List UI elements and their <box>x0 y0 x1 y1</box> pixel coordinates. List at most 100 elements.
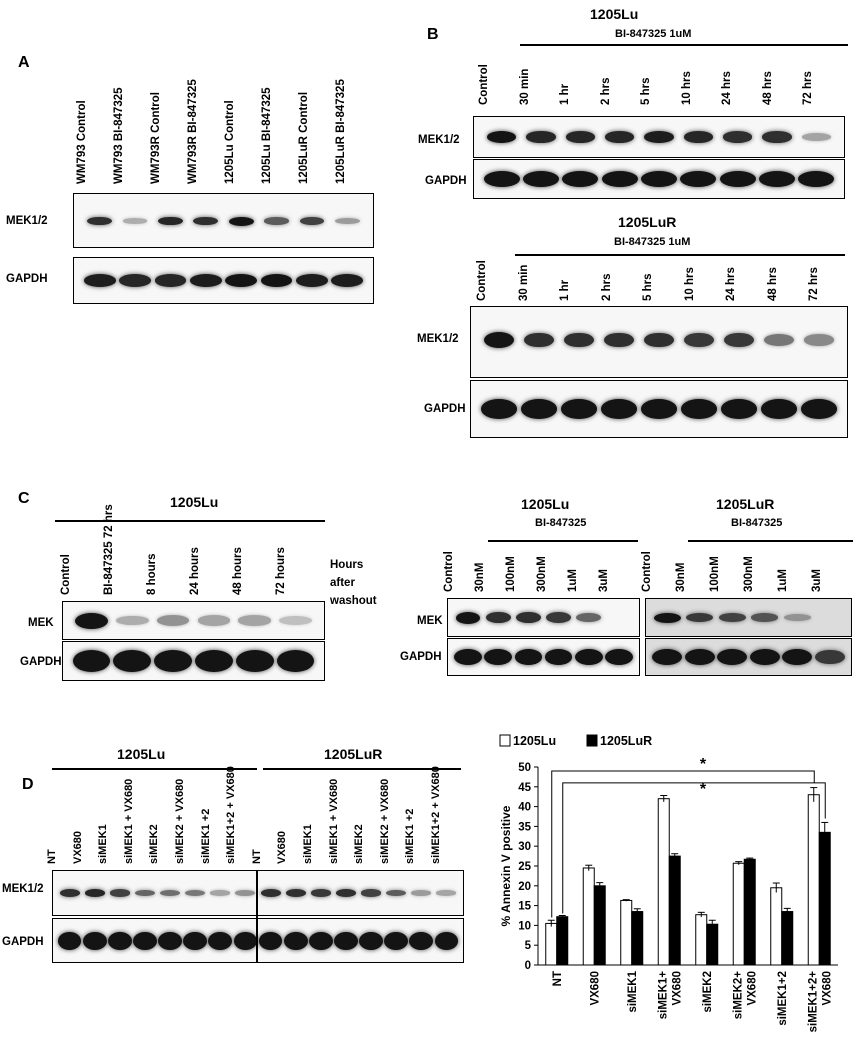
panel-c-dose-lur-bar <box>688 540 853 542</box>
blot-band <box>680 171 717 187</box>
lane-label: 24 hrs <box>721 71 733 105</box>
lane-label: WM793R Control <box>150 92 162 184</box>
lane-label: WM793 Control <box>76 100 88 184</box>
panel-d-cell-line-lur: 1205LuR <box>324 746 383 762</box>
blot-band <box>228 216 254 226</box>
blot-band <box>764 333 794 346</box>
bar <box>657 798 670 966</box>
significance-star: * <box>700 756 707 773</box>
blot-band <box>122 218 148 224</box>
blot-band <box>235 890 256 896</box>
lane-label: 1uM <box>567 569 579 592</box>
blot-band <box>565 131 596 143</box>
lane-label: siMEK1 <box>302 824 314 864</box>
category-label: siMEK2 <box>702 971 714 1013</box>
lane-label: Control <box>443 551 455 592</box>
blot-band <box>520 399 558 419</box>
significance-bracket <box>562 782 826 914</box>
blot-band <box>546 612 571 623</box>
panel-d-row-label-mek: MEK1/2 <box>2 883 44 895</box>
bar <box>781 911 794 966</box>
category-label: siMEK1+2 <box>777 971 789 1026</box>
blot-band <box>604 131 635 143</box>
lane-label: 24 hours <box>189 547 201 595</box>
panel-d-mek-blot <box>52 870 464 916</box>
panel-a-row-label-mek: MEK1/2 <box>6 215 48 227</box>
blot-band <box>640 399 678 419</box>
blot-band <box>526 131 556 143</box>
panel-b-bottom-mek-blot <box>470 306 848 378</box>
y-axis-label: % Annexin V positive <box>499 805 513 926</box>
lane-label: 24 hrs <box>725 267 737 301</box>
blot-band <box>524 332 554 348</box>
panel-c-washout-gapdh-blot <box>62 641 325 681</box>
blot-band <box>384 931 409 950</box>
lane-label: siMEK1 + VX680 <box>122 778 135 864</box>
blot-band <box>758 171 796 187</box>
lane-label: 5 hrs <box>642 273 654 302</box>
category-label: siMEK2+ VX680 <box>732 971 758 1020</box>
blot-band <box>680 399 718 419</box>
blot-band <box>115 615 149 626</box>
lane-label: siMEK1+2 + VX680 <box>430 766 442 864</box>
blot-band <box>717 649 748 665</box>
blot-band <box>210 890 231 896</box>
lane-label: 2 hrs <box>600 273 613 302</box>
blot-band <box>436 890 457 896</box>
blot-band <box>576 612 602 623</box>
blot-band <box>719 171 756 187</box>
blot-band <box>604 332 634 348</box>
panel-b-bottom-row-label-mek: MEK1/2 <box>417 333 459 345</box>
bar <box>695 914 708 966</box>
blot-band <box>749 649 780 665</box>
blot-band <box>238 615 272 626</box>
lane-label: siMEK2 <box>148 824 161 864</box>
lane-label: 72 hrs <box>802 71 814 105</box>
bar <box>556 916 569 966</box>
panel-d-cell-line-lu: 1205Lu <box>117 746 166 762</box>
panel-c-washout-side-label: Hours after washout <box>330 556 377 610</box>
blot-band <box>522 171 560 187</box>
lane-label: siMEK1 +2 <box>199 808 212 864</box>
blot-band <box>720 399 758 419</box>
bar <box>668 855 681 966</box>
blot-band <box>279 615 312 626</box>
blot-band <box>684 649 715 665</box>
lane-label: 100nM <box>709 556 721 592</box>
panel-letter-c: C <box>18 490 30 507</box>
blot-band <box>574 649 603 665</box>
panel-a-row-label-gapdh: GAPDH <box>6 273 48 285</box>
blot-band <box>84 889 105 897</box>
bar <box>706 923 719 966</box>
blot-band <box>334 931 358 950</box>
panel-c-dose-lu-mek-blot <box>447 598 640 637</box>
blot-band <box>276 650 315 672</box>
side-label-line-1: Hours <box>330 559 364 571</box>
panel-d-blot-divider <box>256 870 258 963</box>
blot-band <box>686 612 714 623</box>
blot-band <box>185 889 206 896</box>
bar <box>732 862 745 966</box>
blot-band <box>560 399 598 419</box>
blot-band <box>308 931 333 950</box>
panel-b-top-treatment-bar <box>520 44 848 46</box>
blot-band <box>158 216 183 226</box>
blot-band <box>600 399 638 419</box>
y-tick-label: 30 <box>518 841 531 853</box>
lane-label: 1205LuR BI-847325 <box>335 79 347 184</box>
blot-band <box>87 216 113 226</box>
category-label: siMEK1+ VX680 <box>657 971 683 1020</box>
blot-band <box>134 889 155 897</box>
panel-c-dose-lur-gapdh-blot <box>645 638 852 676</box>
bar <box>620 899 633 966</box>
blot-band <box>107 931 132 950</box>
panel-c-dose-lu-row-label-gapdh: GAPDH <box>400 651 442 663</box>
lane-label: siMEK2 + VX680 <box>174 778 186 864</box>
panel-b-top-gapdh-blot <box>473 159 845 199</box>
lane-label: siMEK1 <box>97 824 110 864</box>
panel-c-washout-bar <box>55 520 325 522</box>
blot-band <box>386 889 407 897</box>
bar <box>582 867 595 966</box>
panel-d-lu-bar <box>52 768 257 770</box>
lane-label: WM793 BI-847325 <box>113 87 125 184</box>
